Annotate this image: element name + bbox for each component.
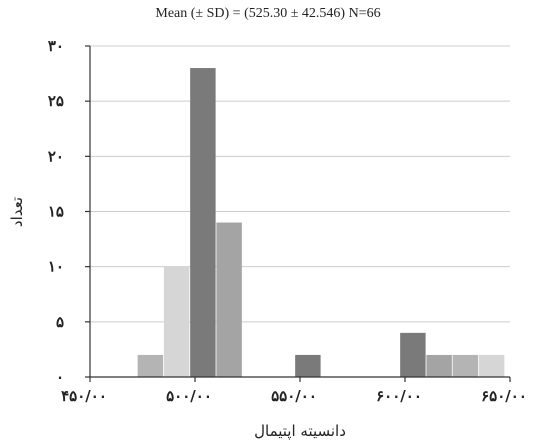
x-tick-label-3: ۶۰۰/۰۰ (376, 387, 422, 405)
y-ticks: ۰ ۵ ۱۰ ۱۵ ۲۰ ۲۵ ۳۰ (48, 37, 90, 386)
histogram-bar-7 (452, 354, 479, 377)
x-tick-label-2: ۵۵۰/۰۰ (271, 387, 317, 405)
histogram-bars (137, 68, 505, 378)
x-tick-label-1: ۵۰۰/۰۰ (166, 387, 212, 405)
x-tick-label-4: ۶۵۰/۰۰ (481, 387, 527, 405)
y-tick-label-2: ۱۰ (48, 258, 64, 276)
histogram-bar-4 (295, 354, 321, 377)
grid-lines (90, 45, 510, 323)
y-tick-label-6: ۳۰ (48, 37, 64, 55)
y-tick-label-3: ۱۵ (48, 203, 64, 221)
chart-title: Mean (± SD) = (525.30 ± 42.546) N=66 (155, 6, 381, 21)
histogram-bar-6 (426, 354, 452, 377)
y-tick-label-4: ۲۰ (48, 147, 64, 165)
x-tick-label-0: ۴۵۰/۰۰ (61, 387, 107, 405)
y-tick-label-1: ۵ (56, 313, 64, 331)
histogram-bar-1 (163, 266, 190, 377)
x-axis-label: دانسیته اپتیمال (254, 422, 346, 441)
histogram-bar-8 (478, 354, 505, 377)
y-axis-label: تعداد (8, 197, 26, 227)
histogram-bar-5 (400, 332, 426, 377)
histogram-bar-3 (216, 222, 242, 377)
histogram-bar-0 (137, 354, 164, 377)
y-tick-label-5: ۲۵ (48, 92, 64, 110)
x-ticks: ۴۵۰/۰۰ ۵۰۰/۰۰ ۵۵۰/۰۰ ۶۰۰/۰۰ ۶۵۰/۰۰ (61, 377, 527, 405)
histogram-bar-2 (190, 68, 216, 378)
y-tick-label-0: ۰ (56, 368, 64, 386)
